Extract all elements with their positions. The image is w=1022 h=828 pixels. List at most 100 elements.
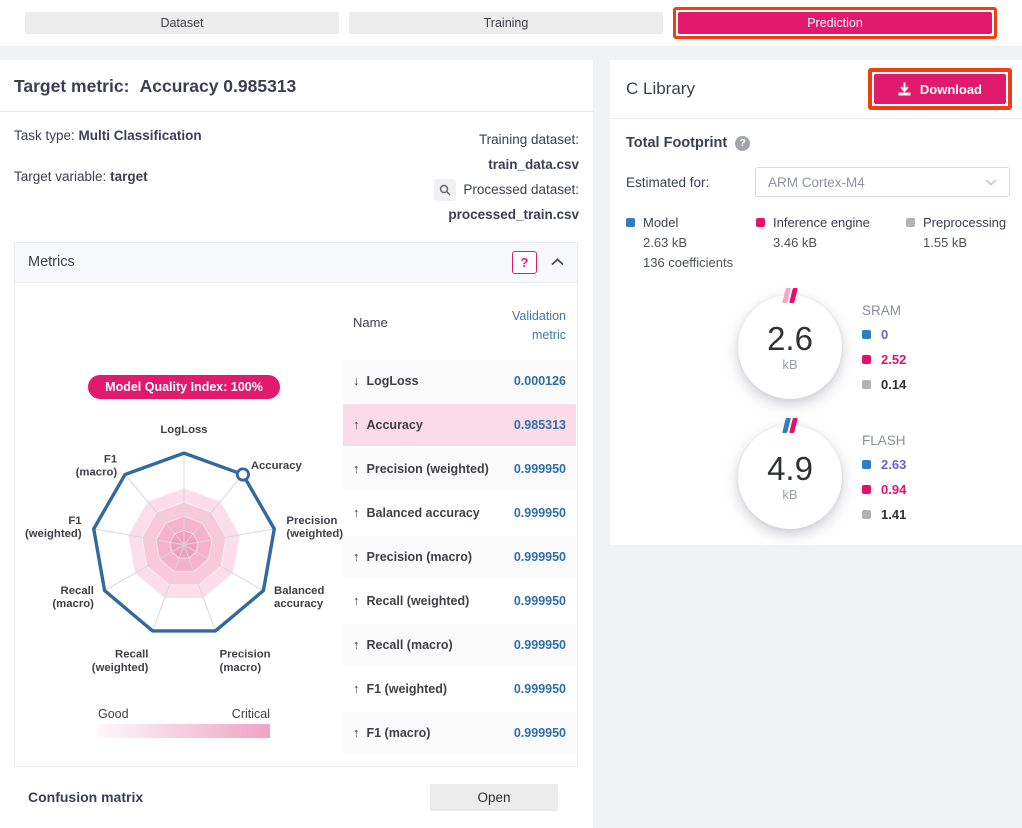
gauge-item-value: 0.14 [881, 376, 907, 392]
table-row[interactable]: ↑ Accuracy 0.985313 [343, 403, 576, 446]
table-row[interactable]: ↑ Recall (macro) 0.999950 [343, 623, 576, 666]
gauge-legend-item: 1.41 [862, 507, 906, 522]
tab-prediction[interactable]: Prediction [678, 12, 992, 34]
gauge-unit: kB [782, 487, 798, 503]
radar-spoke [124, 474, 185, 545]
legend-bullet [862, 329, 871, 339]
radar-axis-label: LogLoss [160, 424, 207, 436]
estimated-for-label: Estimated for: [626, 174, 710, 190]
metric-value: 0.999950 [513, 549, 566, 564]
gauge-legend-items: 2.63 0.94 1.41 [862, 457, 906, 522]
gauge-circle: 2.6 kB [738, 295, 842, 400]
device-select-value: ARM Cortex-M4 [768, 174, 865, 190]
gauge-segment-marker [782, 288, 798, 304]
table-row[interactable]: ↑ Recall (weighted) 0.999950 [343, 579, 576, 622]
task-type: Task type: Multi Classification [14, 128, 202, 143]
total-footprint-row: Total Footprint ? [626, 135, 1010, 151]
column-validation-metric-header[interactable]: Validation metric [512, 307, 566, 346]
annotation-highlight-prediction: Prediction [673, 7, 997, 39]
radar-axis-label: Accuracy [251, 460, 303, 472]
legend-label: Model [643, 215, 679, 230]
metric-value: 0.999950 [513, 637, 566, 652]
target-metric-value: Accuracy 0.985313 [139, 76, 297, 96]
collapse-section-button[interactable] [551, 258, 564, 266]
gauge-value: 4.9 [767, 450, 813, 488]
radar-spoke [183, 474, 244, 545]
processed-dataset-value: processed_train.csv [448, 206, 579, 222]
table-row[interactable]: ↓ LogLoss 0.000126 [343, 359, 576, 402]
legend-bullet [756, 218, 765, 227]
c-library-body: Total Footprint ? Estimated for: ARM Cor… [610, 119, 1022, 545]
radar-axis-label: F1 (weighted) [25, 515, 82, 540]
gauge-legend-item: 0 [862, 327, 906, 342]
top-tab-bar: Dataset Training Prediction [0, 0, 1022, 46]
training-dataset-value: train_data.csv [488, 156, 579, 172]
help-icon[interactable]: ? [735, 135, 751, 151]
download-button[interactable]: Download [873, 74, 1006, 104]
gauge-item-value: 0 [881, 326, 889, 342]
table-row[interactable]: ↑ F1 (weighted) 0.999950 [343, 667, 576, 710]
radar-column: Model Quality Index: 100% LogLoss Accurac… [25, 295, 343, 756]
tab-training[interactable]: Training [349, 12, 663, 34]
gauge-legend-items: 0 2.52 0.14 [862, 327, 906, 392]
table-row[interactable]: ↑ F1 (macro) 0.999950 [343, 711, 576, 754]
radar-svg: LogLoss Accuracy Precision (weighted) Balanc… [25, 424, 343, 674]
gauge-circle-wrap: 2.6 kB [738, 288, 842, 400]
table-row[interactable]: ↑ Precision (macro) 0.999950 [343, 535, 576, 578]
metric-direction-icon: ↑ [353, 681, 360, 697]
radar-axis-label: Precision (macro) [220, 648, 271, 673]
main-content: Target metric: Accuracy 0.985313 Task ty… [0, 46, 1022, 828]
gauge-title: SRAM [862, 302, 902, 318]
radar-axis-label: Precision (weighted) [286, 515, 343, 540]
metric-direction-icon: ↑ [353, 637, 360, 653]
table-row[interactable]: ↑ Precision (weighted) 0.999950 [343, 447, 576, 490]
footprint-legend: Model 2.63 kB 136 coefficients Inference… [626, 215, 1010, 273]
model-quality-badge: Model Quality Index: 100% [88, 374, 280, 399]
open-confusion-matrix-button[interactable]: Open [430, 783, 558, 811]
estimated-for-row: Estimated for: ARM Cortex-M4 [626, 167, 1010, 197]
legend-extra: 136 coefficients [643, 255, 734, 271]
footprint-legend-item: Inference engine 3.46 kB [756, 215, 906, 273]
metrics-card-body: Model Quality Index: 100% LogLoss Accurac… [15, 283, 577, 766]
chevron-up-icon [551, 258, 564, 266]
metric-direction-icon: ↓ [353, 373, 360, 389]
legend-bullet [862, 354, 871, 364]
c-library-panel: C Library Download Total Footprint ? Est… [610, 60, 1022, 546]
metric-value: 0.985313 [513, 417, 566, 432]
gauge-item-value: 0.94 [881, 481, 907, 497]
metric-direction-icon: ↑ [353, 593, 360, 609]
device-select[interactable]: ARM Cortex-M4 [755, 167, 1010, 197]
gauge-unit: kB [782, 357, 798, 373]
metric-name: LogLoss [366, 373, 419, 388]
target-metric-label: Target metric: [14, 76, 130, 96]
validation-header-line2: metric [531, 328, 566, 343]
memory-gauge: 2.6 kB SRAM 0 2.52 0.14 [626, 288, 1010, 400]
radar-series-outline [92, 451, 276, 633]
memory-gauge: 4.9 kB FLASH 2.63 0.94 1.41 [626, 418, 1010, 530]
metric-value: 0.000126 [513, 373, 566, 388]
legend-size: 3.46 kB [773, 235, 818, 250]
metric-name: Balanced accuracy [366, 505, 480, 520]
radar-spoke [183, 544, 216, 631]
search-dataset-button[interactable] [434, 179, 457, 202]
metrics-table-body: ↓ LogLoss 0.000126 ↑ Accuracy 0.985313 ↑… [343, 359, 576, 754]
metric-name: Precision (weighted) [366, 461, 489, 476]
legend-bullet [862, 379, 871, 389]
gauge-item-value: 1.41 [881, 506, 907, 522]
metrics-help-button[interactable]: ? [512, 250, 537, 274]
metric-value: 0.999950 [513, 681, 566, 696]
table-row[interactable]: ↑ Balanced accuracy 0.999950 [343, 491, 576, 534]
gauge-legend-item: 2.52 [862, 352, 906, 367]
metric-name: F1 (macro) [366, 725, 431, 740]
tab-dataset[interactable]: Dataset [25, 12, 339, 34]
legend-bullet [626, 218, 635, 227]
metric-value: 0.999950 [513, 461, 566, 476]
target-variable: Target variable: target [14, 169, 202, 184]
target-variable-value: target [110, 169, 148, 184]
task-type-label: Task type: [14, 128, 75, 143]
legend-size: 2.63 kB [643, 235, 688, 250]
metric-direction-icon: ↑ [353, 417, 360, 433]
radar-spoke [183, 544, 264, 591]
gradient-good-label: Good [98, 706, 129, 721]
results-panel: Target metric: Accuracy 0.985313 Task ty… [0, 60, 593, 828]
